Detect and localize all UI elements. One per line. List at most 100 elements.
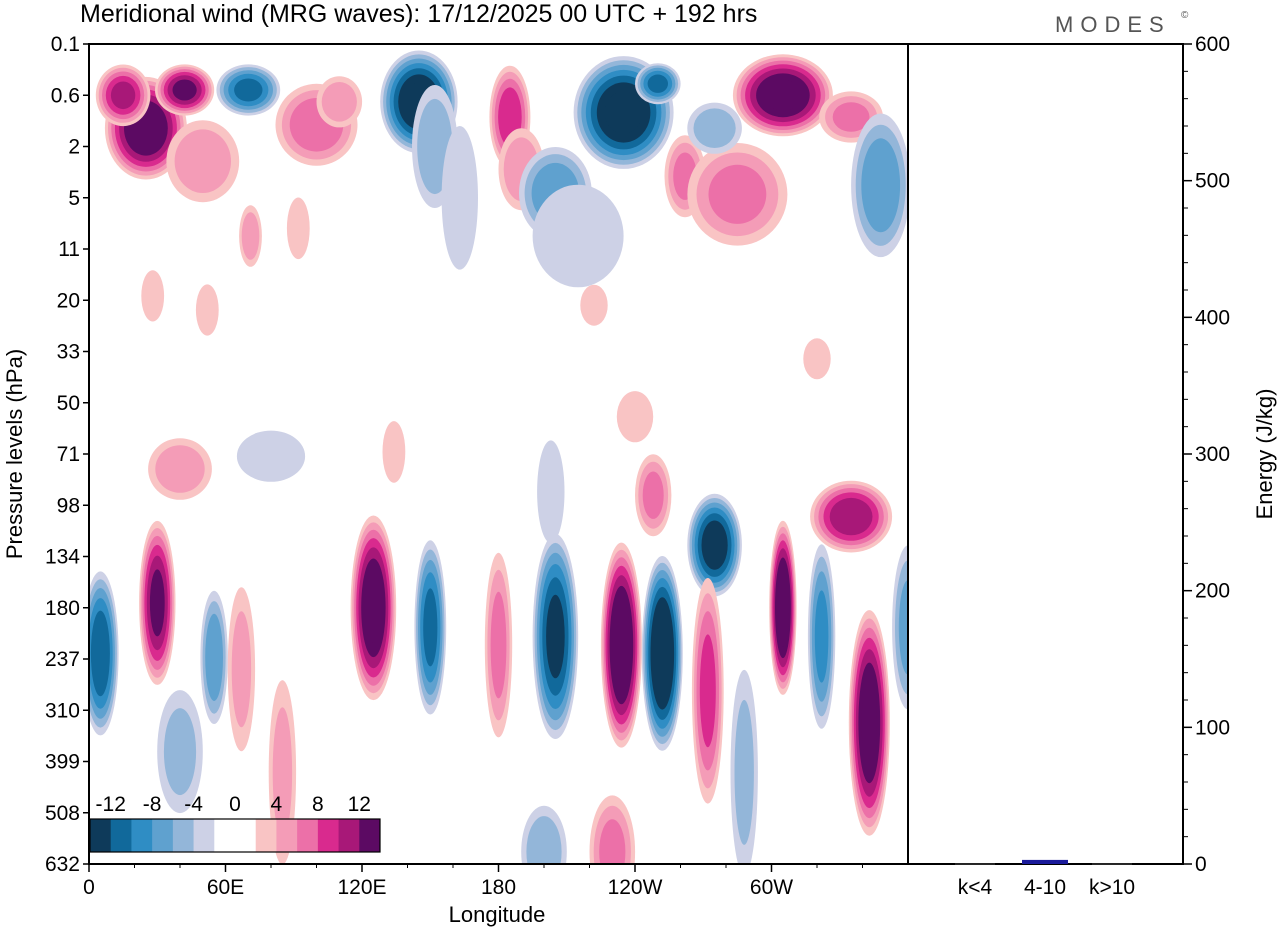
energy-frame bbox=[907, 43, 1184, 865]
colorbar-cell-6 bbox=[214, 819, 236, 852]
wind-contour-43-4 bbox=[423, 588, 438, 667]
wind-anomaly-19 bbox=[732, 54, 833, 137]
wind-contour-19-6 bbox=[764, 79, 802, 111]
wind-contour-22-1 bbox=[241, 212, 260, 260]
wind-anomaly-13 bbox=[532, 184, 624, 288]
x-axis-label: Longitude bbox=[449, 902, 546, 927]
wind-contour-28-0 bbox=[616, 391, 654, 443]
colorbar-cell-7 bbox=[235, 819, 257, 852]
y-tick-label-6: 33 bbox=[57, 341, 80, 364]
y-tick-label-8: 71 bbox=[57, 443, 80, 466]
wind-contour-38-2 bbox=[205, 613, 224, 702]
energy-bar-4-10 bbox=[1022, 859, 1068, 864]
wind-contour-14-6 bbox=[604, 91, 643, 134]
wind-contour-9-0 bbox=[441, 126, 478, 270]
wind-anomaly-18 bbox=[687, 102, 742, 154]
wind-contour-47-6 bbox=[653, 609, 672, 697]
energy-panel: 0 100 200 300 400 500 600 k<4 4-10 k>10 Energy (… bbox=[907, 33, 1277, 899]
colorbar-cell-13 bbox=[359, 819, 381, 852]
energy-axis-label: Energy (J/kg) bbox=[1252, 389, 1277, 520]
wind-anomaly-1 bbox=[95, 64, 151, 127]
y-tick-label-2: 2 bbox=[68, 136, 80, 159]
colorbar-cell-12 bbox=[338, 819, 360, 852]
brand-mark: © bbox=[1181, 10, 1189, 21]
y-tick-label-5: 20 bbox=[57, 289, 80, 312]
wind-contour-20-2 bbox=[832, 102, 870, 132]
y-tick-label-14: 399 bbox=[45, 751, 80, 774]
wind-contour-31-0 bbox=[382, 421, 406, 483]
colorbar-cell-1 bbox=[110, 819, 132, 852]
wind-anomaly-54 bbox=[589, 795, 636, 864]
wind-contour-37-5 bbox=[149, 569, 165, 637]
wind-contour-36-4 bbox=[90, 610, 110, 697]
y-tick-label-4: 11 bbox=[58, 238, 80, 261]
wind-contour-40-1 bbox=[272, 707, 293, 838]
wind-contour-48-3 bbox=[699, 634, 716, 748]
x-axis: 0 60E 120E 180 120W 60W bbox=[83, 864, 863, 899]
wind-contour-4-4 bbox=[234, 78, 263, 102]
colorbar-cell-10 bbox=[297, 819, 319, 852]
wind-anomaly-21 bbox=[851, 113, 908, 258]
wind-anomaly-9 bbox=[441, 126, 478, 270]
energy-tick-label-3: 300 bbox=[1195, 443, 1230, 466]
wind-anomaly-17 bbox=[687, 143, 788, 246]
wind-anomaly-35 bbox=[687, 493, 742, 597]
wind-contour-13-0 bbox=[532, 184, 624, 288]
wind-anomaly-33 bbox=[537, 440, 565, 543]
y-axis-label: Pressure levels (hPa) bbox=[2, 349, 27, 559]
wind-anomaly-26 bbox=[580, 284, 608, 326]
wind-contour-2-5 bbox=[172, 79, 197, 101]
wind-anomaly-32 bbox=[635, 454, 672, 537]
wind-contour-55-2 bbox=[898, 580, 908, 675]
wind-contour-46-6 bbox=[612, 599, 631, 691]
wind-anomaly-6 bbox=[316, 76, 363, 128]
energy-category-label-1: 4-10 bbox=[1024, 876, 1066, 899]
y-tick-label-11: 180 bbox=[45, 597, 80, 620]
chart-title: Meridional wind (MRG waves): 17/12/2025 … bbox=[80, 0, 757, 28]
y-axis: 0.1 0.6 2 5 11 20 33 50 71 98 134 180 237 310 399 508 63… bbox=[45, 33, 89, 876]
energy-tick-label-1: 100 bbox=[1195, 716, 1230, 739]
energy-tick-label-5: 500 bbox=[1195, 170, 1230, 193]
y-tick-label-0: 0.1 bbox=[51, 33, 80, 56]
wind-anomaly-30 bbox=[236, 430, 306, 482]
wind-anomaly-40 bbox=[268, 680, 297, 864]
energy-tick-label-0: 0 bbox=[1195, 853, 1207, 876]
wind-anomaly-3 bbox=[166, 120, 240, 203]
wind-contour-42-6 bbox=[364, 572, 382, 643]
wind-contour-29-1 bbox=[155, 445, 205, 493]
wind-contour-35-5 bbox=[701, 520, 728, 570]
wind-contour-21-2 bbox=[861, 138, 901, 233]
wind-anomaly-44 bbox=[484, 552, 513, 738]
wind-anomaly-50 bbox=[769, 520, 797, 695]
wind-anomaly-15 bbox=[635, 63, 681, 105]
wind-anomaly-2 bbox=[155, 64, 215, 116]
colorbar: -12 -8 -4 0 4 8 12 bbox=[89, 793, 381, 853]
wind-anomaly-52 bbox=[848, 610, 890, 836]
colorbar-cell-5 bbox=[193, 819, 215, 852]
y-tick-label-1: 0.6 bbox=[51, 84, 80, 107]
wind-contour-33-0 bbox=[537, 440, 565, 543]
wind-contour-50-6 bbox=[776, 568, 790, 647]
wind-contour-30-0 bbox=[236, 430, 306, 482]
wind-anomaly-46 bbox=[600, 542, 642, 748]
x-tick-label-1: 60E bbox=[207, 876, 244, 899]
wind-anomaly-51 bbox=[807, 544, 836, 729]
wind-contour-25-0 bbox=[195, 284, 219, 336]
wind-contour-41-1 bbox=[163, 708, 197, 796]
energy-bars bbox=[955, 859, 1132, 865]
wind-contour-18-1 bbox=[693, 108, 736, 148]
wind-anomaly-29 bbox=[148, 438, 212, 500]
wind-anomaly-22 bbox=[239, 205, 262, 267]
x-tick-label-2: 120E bbox=[337, 876, 386, 899]
wind-contour-32-2 bbox=[642, 471, 664, 519]
wind-contour-54-2 bbox=[599, 819, 626, 864]
x-tick-label-5: 60W bbox=[750, 876, 793, 899]
wind-contour-26-0 bbox=[580, 284, 608, 326]
colorbar-label-0: -12 bbox=[96, 793, 126, 816]
brand-text: MODES bbox=[1055, 12, 1171, 37]
colorbar-cell-0 bbox=[90, 819, 112, 852]
wind-anomaly-31 bbox=[382, 421, 406, 483]
heatmap-panel bbox=[88, 43, 909, 865]
wind-anomaly-38 bbox=[200, 590, 228, 725]
